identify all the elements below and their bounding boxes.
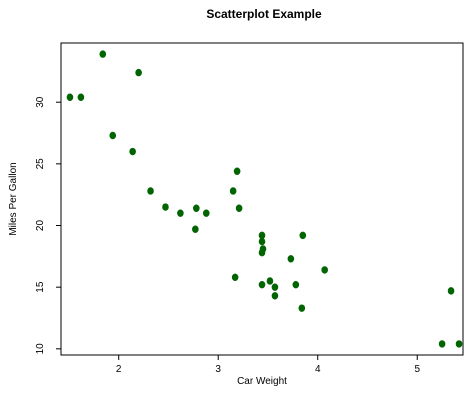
scatter-point <box>321 266 328 274</box>
scatter-point <box>292 281 300 289</box>
scatter-point <box>271 283 279 291</box>
scatter-point <box>233 167 241 175</box>
scatter-point <box>77 93 85 101</box>
y-tick-label: 10 <box>35 343 46 355</box>
y-tick-label: 15 <box>35 281 46 293</box>
scatter-point <box>258 237 266 246</box>
scatter-point <box>235 204 243 212</box>
scatter-point <box>129 147 136 156</box>
data-points-layer <box>66 50 463 348</box>
scatter-point <box>193 204 200 212</box>
scatter-point <box>259 245 267 253</box>
scatter-point <box>298 304 306 312</box>
scatter-point <box>271 292 279 300</box>
scatter-point <box>229 187 237 195</box>
scatter-point <box>66 93 74 101</box>
scatter-point <box>192 225 199 233</box>
scatter-point <box>177 209 184 217</box>
x-tick-label: 2 <box>116 364 122 375</box>
y-axis: 10 15 20 25 30 <box>35 96 61 354</box>
y-tick-label: 25 <box>35 158 46 170</box>
scatter-point <box>135 68 142 77</box>
chart-title: Scatterplot Example <box>206 7 322 21</box>
scatter-point <box>231 273 239 282</box>
x-tick-label: 4 <box>315 364 321 375</box>
scatter-point <box>455 340 463 348</box>
scatter-point <box>99 50 107 58</box>
scatter-point <box>162 203 169 211</box>
y-axis-label: Miles Per Gallon <box>8 162 19 235</box>
x-axis: 2 3 4 5 <box>116 355 420 375</box>
scatter-point <box>258 231 266 240</box>
scatter-point <box>266 277 274 285</box>
scatter-point <box>109 131 117 140</box>
scatter-point <box>438 340 446 348</box>
scatter-point <box>147 187 154 195</box>
scatter-point <box>447 287 455 295</box>
scatter-point <box>258 281 266 289</box>
y-tick-label: 30 <box>35 96 46 108</box>
plot-area-frame <box>60 42 464 356</box>
scatter-point <box>202 209 210 217</box>
x-tick-label: 3 <box>215 364 221 375</box>
scatter-point <box>287 255 295 263</box>
y-tick-label: 20 <box>35 220 46 232</box>
x-axis-label: Car Weight <box>237 376 287 387</box>
scatter-point <box>299 231 307 240</box>
x-tick-label: 5 <box>414 364 420 375</box>
